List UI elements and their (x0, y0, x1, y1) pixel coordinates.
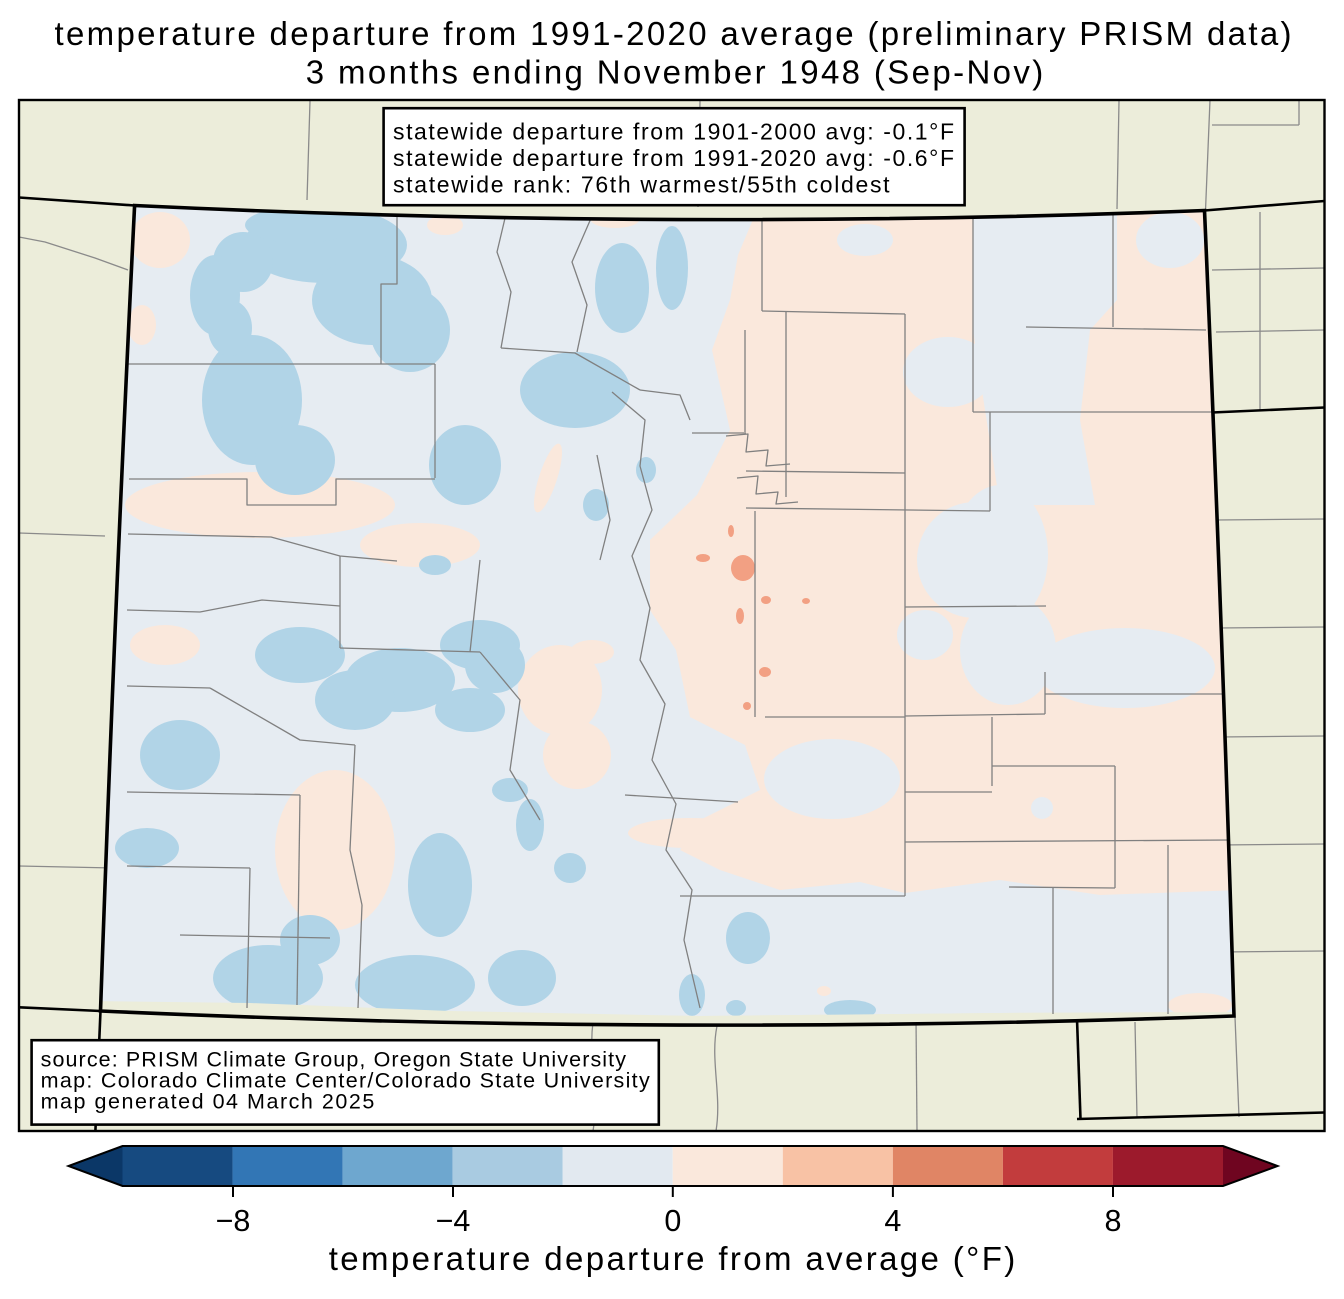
svg-text:3 months ending November 1948: 3 months ending November 1948 (Sep-Nov) (306, 54, 1044, 91)
svg-text:4: 4 (884, 1204, 901, 1238)
svg-text:8: 8 (1105, 1204, 1122, 1238)
svg-text:source: PRISM Climate Group, O: source: PRISM Climate Group, Oregon Stat… (41, 1048, 627, 1072)
svg-text:temperature departure from 199: temperature departure from 1991-2020 ave… (55, 15, 1292, 52)
svg-text:0: 0 (664, 1204, 681, 1238)
svg-text:−4: −4 (436, 1204, 471, 1238)
svg-text:temperature departure from ave: temperature departure from average (°F) (329, 1240, 1016, 1277)
svg-text:statewide rank: 76th warmest/5: statewide rank: 76th warmest/55th coldes… (393, 172, 890, 198)
svg-text:statewide departure from 1901-: statewide departure from 1901-2000 avg: … (393, 119, 954, 145)
svg-text:statewide departure from 1991-: statewide departure from 1991-2020 avg: … (393, 145, 954, 171)
svg-text:map: Colorado Climate Center/C: map: Colorado Climate Center/Colorado St… (41, 1069, 650, 1093)
svg-text:map generated 04 March 2025: map generated 04 March 2025 (41, 1090, 375, 1114)
svg-text:−8: −8 (216, 1204, 251, 1238)
